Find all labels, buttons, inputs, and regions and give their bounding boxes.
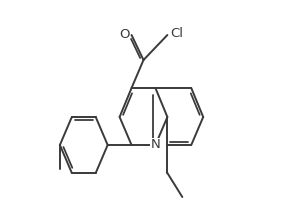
- Text: N: N: [151, 138, 160, 152]
- Text: Cl: Cl: [171, 27, 183, 40]
- Text: O: O: [119, 28, 130, 41]
